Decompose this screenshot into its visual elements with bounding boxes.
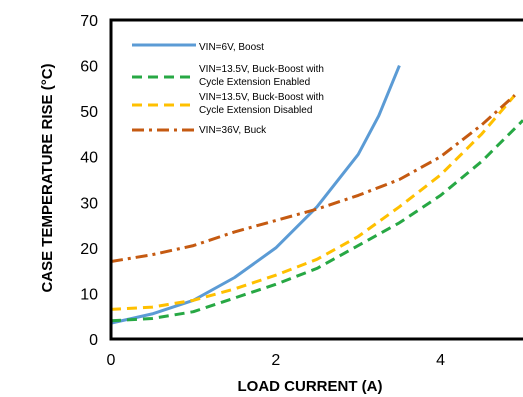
x-tick-label: 2	[271, 352, 280, 369]
plot-frame	[109, 18, 523, 341]
y-axis-title: CASE TEMPERATURE RISE (°C)	[39, 63, 56, 292]
y-tick-label: 60	[80, 59, 98, 76]
y-axis-ticks: 0 10 20 30 40 50 60 70	[80, 13, 98, 349]
x-tick-label: 4	[436, 352, 445, 369]
x-axis-title: LOAD CURRENT (A)	[238, 378, 383, 395]
y-tick-label: 20	[80, 241, 98, 258]
y-tick-label: 0	[89, 332, 98, 349]
legend-label-2: VIN=13.5V, Buck-Boost with Cycle Extensio…	[199, 64, 324, 88]
x-axis-ticks: 0 2 4	[107, 352, 446, 369]
series-line-1	[110, 65, 401, 325]
series-layer	[110, 65, 523, 325]
series-line-3	[110, 94, 516, 311]
legend-label-1: VIN=6V, Boost	[199, 42, 264, 53]
y-tick-label: 10	[80, 286, 98, 303]
y-tick-label: 40	[80, 150, 98, 167]
legend-label-4: VIN=36V, Buck	[199, 125, 267, 136]
y-tick-label: 50	[80, 104, 98, 121]
legend-label-3: VIN=13.5V, Buck-Boost with Cycle Extensio…	[199, 92, 324, 116]
series-line-2	[110, 119, 523, 323]
y-tick-label: 30	[80, 195, 98, 212]
series-line-4	[110, 94, 516, 263]
x-tick-label: 0	[107, 352, 116, 369]
legend: VIN=6V, Boost VIN=13.5V, Buck-Boost with C…	[132, 42, 324, 136]
y-tick-label: 70	[80, 13, 98, 30]
